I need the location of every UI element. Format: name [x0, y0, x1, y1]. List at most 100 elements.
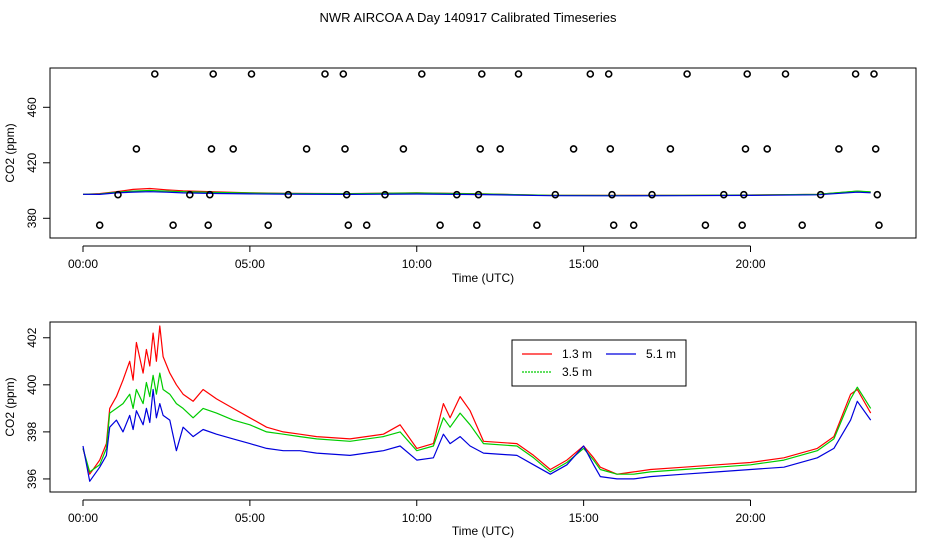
y-tick-label: 400: [25, 374, 39, 394]
page-title: NWR AIRCOA A Day 140917 Calibrated Times…: [320, 10, 617, 25]
calibration-point: [476, 145, 485, 153]
calibration-point: [95, 221, 104, 229]
calibration-point: [871, 145, 880, 153]
calibration-point: [606, 145, 615, 153]
x-tick-label: 15:00: [569, 257, 599, 271]
calibration-point: [551, 190, 560, 199]
calibration-point: [284, 190, 293, 199]
calibration-point: [739, 190, 748, 199]
calibration-point: [399, 145, 408, 153]
legend: 1.3 m 5.1 m 3.5 m: [511, 339, 687, 387]
calibration-point: [586, 70, 595, 78]
series-line-5-1-m: [82, 388, 872, 482]
series-line-1-3-m: [82, 325, 872, 475]
top-y-axis: 380 420 460: [25, 97, 50, 228]
calibration-point: [743, 70, 752, 78]
top-series-lines: [82, 187, 871, 197]
calibration-point: [781, 70, 790, 78]
calibration-point: [666, 145, 675, 153]
calibration-point: [186, 190, 194, 199]
x-tick-label: 05:00: [235, 257, 265, 271]
calibration-point: [474, 190, 483, 199]
calibration-point: [204, 221, 212, 229]
top-panel: 380 420 460 00:00 05:00 10:00 15:00 20:00 Time…: [3, 67, 917, 285]
x-tick-label: 20:00: [735, 511, 765, 525]
calibration-point: [229, 145, 237, 153]
y-tick-label: 380: [25, 208, 39, 228]
calibration-point: [629, 221, 638, 229]
calibration-point: [496, 145, 505, 153]
calibration-point: [362, 221, 371, 229]
calibration-point: [417, 70, 426, 78]
calibration-point: [533, 221, 541, 229]
y-tick-label: 402: [25, 327, 39, 347]
calibration-point: [339, 70, 348, 78]
x-tick-label: 10:00: [402, 257, 432, 271]
x-tick-label: 15:00: [569, 511, 599, 525]
calibration-point: [648, 190, 656, 199]
x-tick-label: 00:00: [68, 257, 98, 271]
calibration-point: [569, 145, 578, 153]
calibration-point: [873, 190, 882, 199]
y-tick-label: 396: [25, 469, 39, 489]
bottom-panel: 396 398 400 402 00:00 05:00 10:00 15:00 20:00 T…: [3, 321, 917, 538]
calibration-point: [341, 145, 349, 153]
bottom-x-axis-label: Time (UTC): [452, 524, 514, 538]
calibration-point: [741, 145, 750, 153]
legend-label-5-1m: 5.1 m: [646, 347, 676, 361]
top-y-axis-label: CO2 (ppm): [3, 123, 17, 182]
calibration-point: [209, 70, 217, 78]
top-x-axis: 00:00 05:00 10:00 15:00 20:00: [68, 245, 766, 271]
bottom-y-axis: 396 398 400 402: [25, 327, 50, 489]
y-tick-label: 398: [25, 422, 39, 442]
x-tick-label: 10:00: [402, 511, 432, 525]
top-calibration-points: [95, 70, 883, 229]
calibration-point: [132, 145, 141, 153]
calibration-point: [701, 221, 710, 229]
calibration-point: [206, 190, 214, 199]
calibration-point: [264, 221, 273, 229]
calibration-point: [207, 145, 216, 153]
calibration-point: [719, 190, 728, 199]
calibration-point: [321, 70, 329, 78]
calibration-point: [169, 221, 177, 229]
calibration-point: [816, 190, 825, 199]
bottom-x-axis: 00:00 05:00 10:00 15:00 20:00: [68, 499, 766, 525]
calibration-point: [477, 70, 486, 78]
y-tick-label: 460: [25, 97, 39, 117]
calibration-point: [302, 145, 311, 153]
calibration-point: [609, 221, 618, 229]
calibration-point: [381, 190, 389, 199]
series-line-3-5-m: [82, 372, 872, 475]
calibration-point: [472, 221, 481, 229]
calibration-point: [247, 70, 256, 78]
calibration-point: [798, 221, 807, 229]
calibration-point: [851, 70, 860, 78]
calibration-point: [436, 221, 444, 229]
calibration-point: [604, 70, 613, 78]
y-tick-label: 420: [25, 152, 39, 172]
top-x-axis-label: Time (UTC): [452, 271, 514, 285]
calibration-point: [870, 70, 878, 78]
legend-label-1-3m: 1.3 m: [562, 347, 592, 361]
series-line-5-1-m: [82, 191, 871, 197]
legend-box: [511, 339, 687, 387]
calibration-point: [342, 190, 351, 199]
calibration-point: [835, 145, 843, 153]
bottom-series-lines: [82, 325, 872, 482]
x-tick-label: 20:00: [735, 257, 765, 271]
calibration-point: [608, 190, 616, 199]
calibration-point: [114, 190, 122, 199]
bottom-plot-frame: [49, 321, 917, 493]
legend-label-3-5m: 3.5 m: [562, 365, 592, 379]
calibration-point: [763, 145, 772, 153]
calibration-point: [452, 190, 461, 199]
calibration-point: [151, 70, 159, 78]
x-tick-label: 00:00: [68, 511, 98, 525]
calibration-point: [344, 221, 353, 229]
calibration-point: [683, 70, 691, 78]
calibration-point: [514, 70, 523, 78]
calibration-point: [738, 221, 747, 229]
x-tick-label: 05:00: [235, 511, 265, 525]
